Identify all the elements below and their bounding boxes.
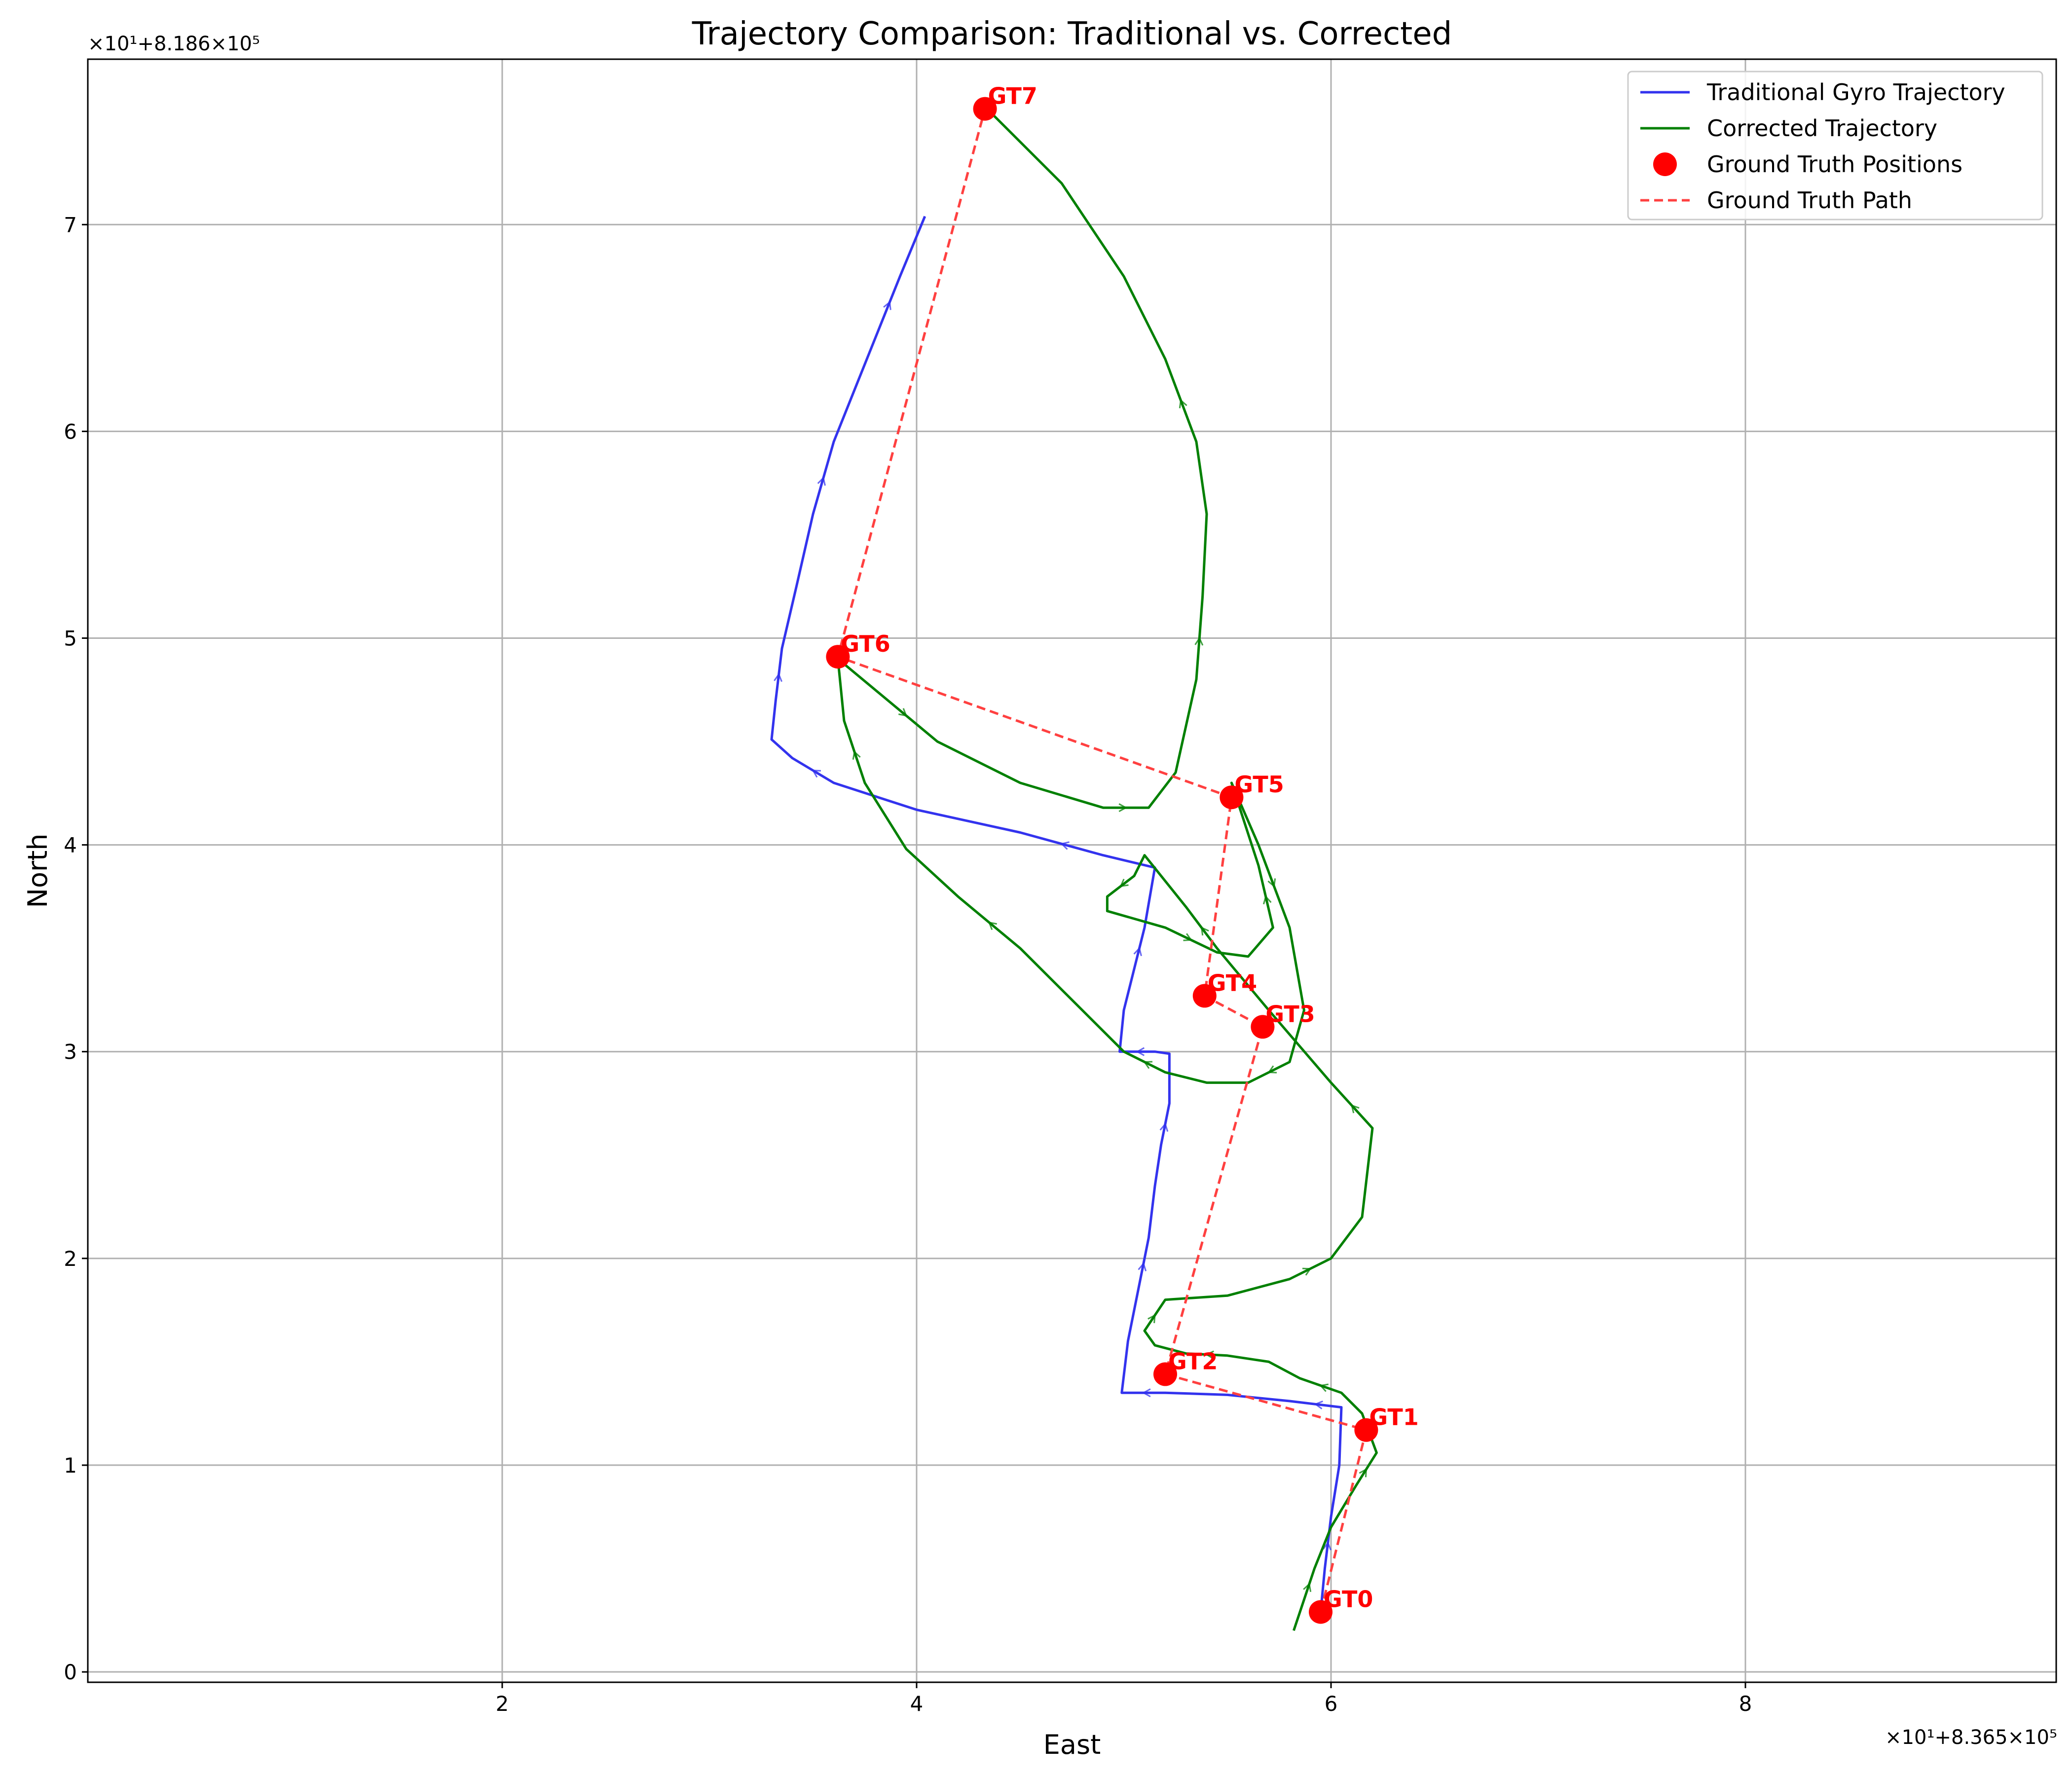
direction-arrow <box>1314 1401 1323 1409</box>
direction-arrow <box>1205 1350 1215 1360</box>
direction-arrow <box>1267 1065 1277 1073</box>
y-offset-label: ×10¹+8.186×10⁵ <box>88 33 260 55</box>
y-tick-label: 3 <box>64 1040 77 1064</box>
direction-arrow <box>1267 878 1276 888</box>
legend-label-corrected: Corrected Trajectory <box>1707 115 1937 142</box>
series-layer <box>770 110 1378 1631</box>
ground-truth-label: GT1 <box>1369 1404 1418 1431</box>
ground-truth-label: GT4 <box>1208 970 1257 997</box>
ground-truth-label: GT5 <box>1234 771 1284 798</box>
legend-label-gt-path: Ground Truth Path <box>1707 187 1912 214</box>
x-tick-label: 6 <box>1325 1692 1338 1716</box>
direction-arrow <box>817 476 826 486</box>
legend-label-traditional: Traditional Gyro Trajectory <box>1706 79 2005 106</box>
direction-arrow <box>1302 1267 1312 1276</box>
y-tick-label: 2 <box>64 1247 77 1271</box>
ground-truth-label: GT7 <box>988 83 1037 110</box>
direction-arrow <box>852 750 861 760</box>
direction-arrow <box>1319 1383 1329 1392</box>
x-axis-label: East <box>1043 1729 1101 1760</box>
direction-arrow <box>812 770 821 778</box>
y-tick-label: 5 <box>64 627 77 651</box>
direction-arrow <box>988 921 997 930</box>
ground-truth-marker <box>1354 1418 1378 1442</box>
traditional-trajectory-line <box>770 216 1343 1612</box>
legend: Traditional Gyro Trajectory Corrected Tr… <box>1627 71 2043 221</box>
tick-layer: 2 4 6 8 0 1 2 3 4 5 6 7 <box>64 213 1752 1716</box>
x-tick-label: 8 <box>1739 1692 1752 1716</box>
plot-frame <box>87 58 2057 1683</box>
direction-arrow <box>1119 879 1129 888</box>
ground-truth-marker <box>1309 1600 1332 1624</box>
legend-box <box>1627 71 2043 221</box>
direction-arrow <box>1350 1104 1360 1113</box>
direction-arrow <box>1183 933 1193 941</box>
direction-arrow <box>774 672 782 682</box>
direction-arrow <box>1142 1388 1151 1398</box>
corrected-trajectory-line <box>836 110 1378 1631</box>
grid-layer <box>88 59 2056 1682</box>
ground-truth-label: GT2 <box>1168 1348 1218 1375</box>
ground-truth-marker <box>1153 1362 1177 1386</box>
x-tick-label: 4 <box>910 1692 924 1716</box>
direction-arrow <box>1194 636 1204 646</box>
y-tick-label: 1 <box>64 1453 77 1478</box>
x-offset-label: ×10¹+8.365×10⁵ <box>1885 1726 2057 1749</box>
direction-arrow <box>1060 841 1070 850</box>
ground-truth-marker <box>1251 1015 1275 1039</box>
ground-truth-marker <box>1192 984 1217 1008</box>
y-tick-label: 6 <box>64 419 77 444</box>
ground-truth-layer: GT0 GT1 GT2 GT3 GT4 GT5 GT6 GT7 <box>826 83 1419 1624</box>
y-tick-label: 4 <box>64 833 77 857</box>
direction-arrow <box>1323 1541 1332 1551</box>
direction-arrow <box>898 708 908 717</box>
direction-arrow <box>1136 1047 1145 1056</box>
direction-arrow <box>1147 1314 1156 1324</box>
legend-swatch-gt-positions <box>1653 152 1677 176</box>
direction-arrow <box>1200 926 1209 936</box>
y-axis-label: North <box>22 833 53 908</box>
direction-arrow <box>1359 1468 1368 1478</box>
y-tick-label: 0 <box>64 1660 77 1684</box>
ground-truth-path-line <box>836 108 1368 1613</box>
y-tick-label: 7 <box>64 213 77 237</box>
direction-arrow <box>1143 1061 1153 1069</box>
ground-truth-label: GT0 <box>1324 1586 1373 1613</box>
ground-truth-label: GT6 <box>841 630 890 657</box>
direction-arrow <box>1118 803 1128 813</box>
direction-arrow <box>1303 1582 1312 1592</box>
direction-arrow <box>1262 895 1272 905</box>
direction-arrow <box>1159 1122 1169 1132</box>
direction-arrow <box>1179 399 1187 408</box>
legend-label-gt-positions: Ground Truth Positions <box>1707 151 1962 178</box>
direction-arrow <box>1133 947 1142 957</box>
ground-truth-marker <box>1220 785 1244 810</box>
ground-truth-marker <box>973 97 997 121</box>
direction-arrow <box>883 300 891 310</box>
ground-truth-label: GT3 <box>1265 1000 1315 1027</box>
direction-arrow <box>1138 1262 1147 1272</box>
chart-title: Trajectory Comparison: Traditional vs. C… <box>692 16 1452 52</box>
x-tick-label: 2 <box>496 1692 509 1716</box>
ground-truth-marker <box>826 645 850 669</box>
